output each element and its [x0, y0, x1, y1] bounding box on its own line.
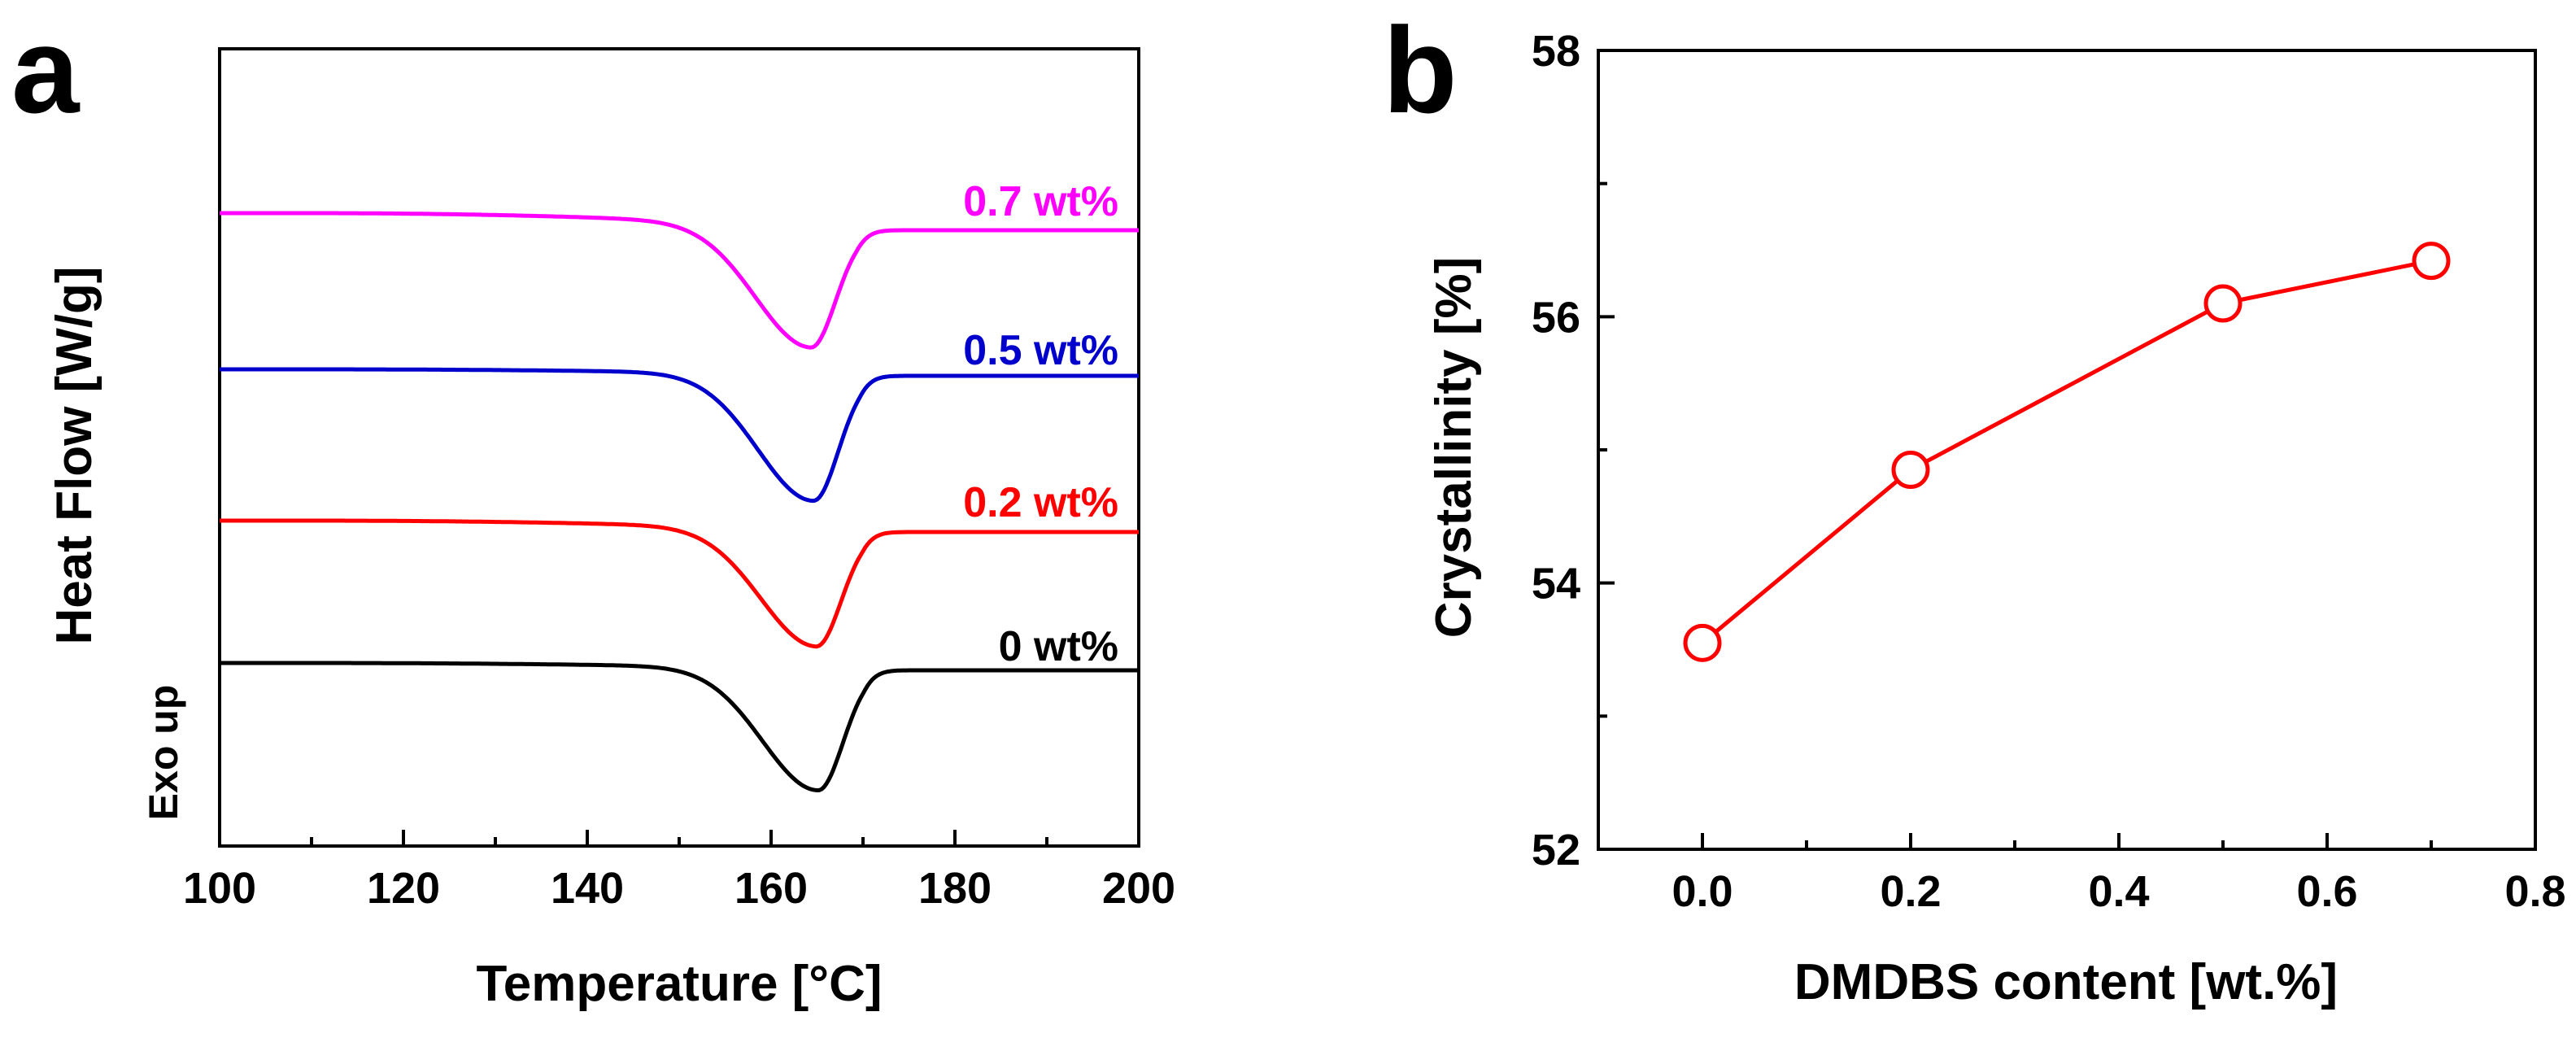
x-tick-label: 0.0 [1672, 867, 1733, 916]
data-point [1683, 623, 1722, 662]
panel-b-y-axis-label: Crystallinity [%] [1426, 257, 1482, 639]
x-tick-label: 0.4 [2088, 867, 2149, 916]
series-line-segment [1924, 309, 2209, 464]
data-point [2412, 242, 2451, 281]
dsc-curve [220, 367, 1139, 504]
dsc-curve [220, 661, 1139, 792]
y-tick-label: 58 [1532, 27, 1580, 76]
x-tick-label: 120 [367, 864, 440, 913]
panel-a-series [220, 211, 1139, 792]
y-tick-label: 54 [1532, 560, 1580, 608]
panel-a-label: a [11, 2, 81, 138]
panel-a-x-axis-label: Temperature [°C] [476, 956, 882, 1012]
panel-b-plot-frame [1597, 49, 2537, 851]
panel-a-x-ticks [218, 830, 1140, 846]
series-line-segment [2239, 262, 2415, 303]
x-tick-label: 160 [734, 864, 808, 913]
x-tick-label: 0.8 [2504, 867, 2565, 916]
series-label: 0.5 wt% [963, 327, 1118, 374]
dsc-curve [220, 211, 1139, 350]
series-label: 0.2 wt% [963, 479, 1118, 526]
panel-b-x-axis-label: DMDBS content [wt.%] [1794, 954, 2338, 1010]
data-point [1891, 451, 1930, 490]
series-label: 0 wt% [999, 623, 1118, 670]
panel-b: b 0.0 0.2 0.4 0.6 0.8 52 54 56 58 DMDBS content … [1383, 2, 2566, 1010]
series-label: 0.7 wt% [963, 178, 1118, 225]
panel-a: a 100 120 140 160 180 200 0.7 wt% 0.5 wt% 0.2 w… [11, 2, 1175, 1012]
panel-a-x-tick-labels: 100 120 140 160 180 200 [183, 864, 1175, 913]
dsc-curve [220, 518, 1139, 649]
data-point [2203, 284, 2243, 323]
y-tick-label: 52 [1532, 826, 1580, 874]
panel-a-y-axis-label: Heat Flow [W/g] [46, 267, 102, 645]
x-tick-label: 180 [918, 864, 992, 913]
panel-a-exo-up-label: Exo up [141, 685, 186, 821]
panel-b-series [1683, 242, 2451, 662]
panel-b-label: b [1383, 2, 1458, 138]
x-tick-label: 200 [1102, 864, 1175, 913]
panel-b-tick-labels: 0.0 0.2 0.4 0.6 0.8 52 54 56 58 [1532, 27, 2566, 916]
x-tick-label: 100 [183, 864, 256, 913]
series-line-segment [1714, 479, 1899, 634]
panel-a-plot-frame [218, 47, 1140, 848]
x-tick-label: 0.2 [1880, 867, 1941, 916]
x-tick-label: 140 [551, 864, 624, 913]
x-tick-label: 0.6 [2296, 867, 2357, 916]
y-tick-label: 56 [1532, 293, 1580, 342]
panel-a-series-labels: 0.7 wt% 0.5 wt% 0.2 wt% 0 wt% [963, 178, 1118, 670]
panel-b-ticks [1598, 49, 2537, 851]
